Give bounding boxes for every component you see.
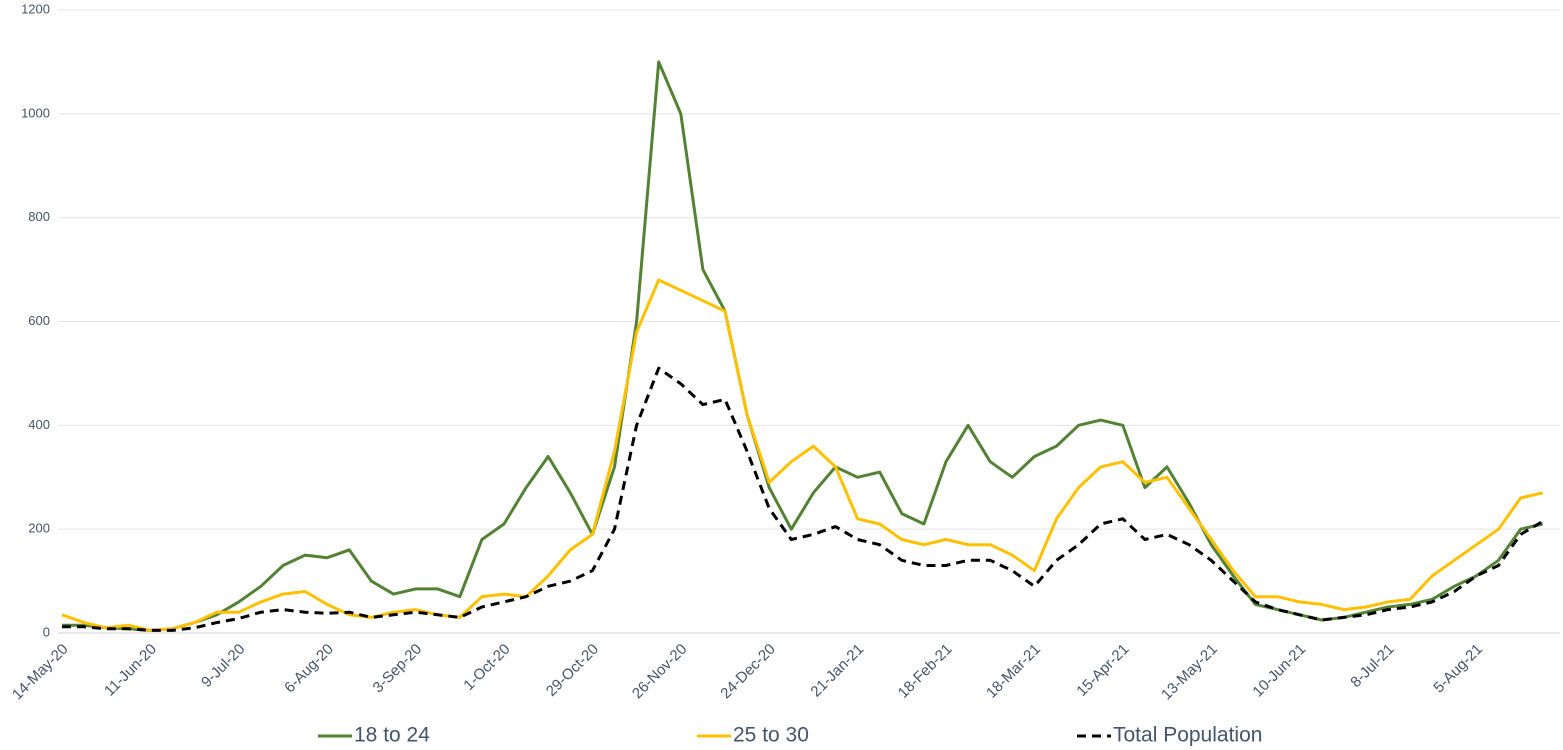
series-line (62, 366, 1544, 632)
x-tick-label: 3-Sep-20 (370, 641, 426, 697)
x-tick-label: 18-Mar-21 (983, 641, 1044, 702)
x-tick-label: 18-Feb-21 (895, 641, 956, 702)
x-tick-label: 1-Oct-20 (460, 641, 513, 694)
x-tick-label: 11-Jun-20 (101, 641, 160, 700)
x-tick-label: 9-Jul-20 (198, 641, 248, 691)
series-line (62, 60, 1544, 632)
x-tick-label: 29-Oct-20 (543, 641, 602, 700)
x-tick-label: 13-May-21 (1158, 641, 1221, 704)
y-tick-label: 200 (28, 521, 50, 536)
y-tick-label: 1000 (21, 105, 50, 120)
y-tick-label: 800 (28, 209, 50, 224)
x-tick-label: 6-Aug-20 (281, 641, 337, 697)
x-tick-label: 15-Apr-21 (1073, 641, 1132, 700)
x-tick-label: 21-Jan-21 (807, 641, 867, 701)
y-tick-label: 600 (28, 313, 50, 328)
x-tick-label: 14-May-20 (9, 641, 72, 704)
y-tick-label: 400 (28, 417, 50, 432)
y-tick-label: 0 (43, 624, 50, 639)
x-tick-label: 5-Aug-21 (1430, 641, 1486, 697)
y-tick-label: 1200 (21, 1, 50, 16)
x-tick-label: 10-Jun-21 (1249, 641, 1309, 701)
x-tick-label: 8-Jul-21 (1347, 641, 1397, 691)
x-tick-label: 26-Nov-20 (629, 641, 691, 703)
legend-label: 18 to 24 (354, 724, 430, 747)
series-line (61, 278, 1544, 632)
x-tick-label: 24-Dec-20 (717, 641, 779, 703)
legend-label: Total Population (1113, 724, 1262, 747)
legend-label: 25 to 30 (733, 724, 809, 747)
